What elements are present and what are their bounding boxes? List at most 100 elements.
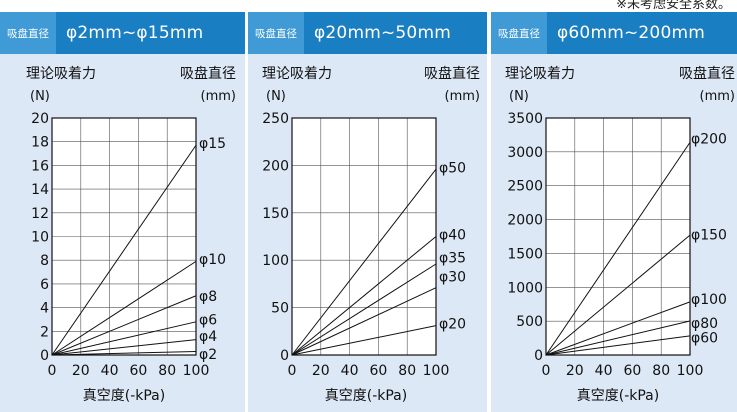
y-tick-label: 0 xyxy=(280,348,289,364)
chart-panel-2: 吸盘直径 φ20mm~50mm 理论吸着力 (N) 吸盘直径 (mm) 真空度(… xyxy=(248,12,487,412)
series-label: φ40 xyxy=(439,228,466,244)
y-tick-label: 18 xyxy=(31,135,49,151)
series-line xyxy=(51,144,197,356)
series-line xyxy=(545,234,691,356)
x-tick-label: 20 xyxy=(312,363,330,379)
series-line xyxy=(545,335,691,356)
diameter-axis-unit: (mm) xyxy=(700,89,735,104)
series-line xyxy=(291,287,437,356)
y-tick-label: 4 xyxy=(40,301,49,317)
series-line xyxy=(291,263,437,356)
y-tick-label: 2000 xyxy=(507,213,543,229)
series-label: φ80 xyxy=(691,316,718,332)
plot-border xyxy=(51,117,197,356)
x-tick-label: 80 xyxy=(652,363,670,379)
diameter-tag: 吸盘直径 xyxy=(0,12,56,54)
series-label: φ4 xyxy=(199,329,217,345)
y-tick-label: 200 xyxy=(262,158,289,174)
x-axis-title: 真空度(-kPa) xyxy=(577,388,659,404)
series-label: φ30 xyxy=(439,269,466,285)
x-tick-label: 20 xyxy=(566,363,584,379)
series-line xyxy=(51,295,197,356)
x-axis-title: 真空度(-kPa) xyxy=(325,388,407,404)
diameter-tag: 吸盘直径 xyxy=(491,12,547,54)
x-tick-label: 40 xyxy=(595,363,613,379)
diameter-axis-unit: (mm) xyxy=(445,89,480,104)
y-tick-label: 2500 xyxy=(507,179,543,195)
series-label: φ60 xyxy=(691,330,718,346)
x-tick-label: 100 xyxy=(183,363,210,379)
y-tick-label: 6 xyxy=(40,277,49,293)
y-tick-label: 50 xyxy=(271,301,289,317)
series-line xyxy=(51,321,197,356)
y-axis-title: 理论吸着力 xyxy=(262,66,332,82)
y-axis-unit: (N) xyxy=(30,89,50,104)
x-tick-label: 0 xyxy=(288,363,297,379)
y-tick-label: 12 xyxy=(31,206,49,222)
diameter-axis-title: 吸盘直径 xyxy=(424,65,480,82)
y-tick-label: 1000 xyxy=(507,280,543,296)
series-label: φ50 xyxy=(439,160,466,176)
series-label: φ150 xyxy=(691,227,727,243)
diameter-range: φ60mm~200mm xyxy=(557,23,705,43)
series-label: φ20 xyxy=(439,317,466,333)
series-line xyxy=(291,325,437,356)
y-tick-label: 500 xyxy=(516,314,543,330)
x-tick-label: 100 xyxy=(423,363,450,379)
diameter-range: φ20mm~50mm xyxy=(314,23,451,43)
series-line xyxy=(291,168,437,356)
series-label: φ2 xyxy=(199,347,217,363)
force-chart-2: 理论吸着力 (N) 吸盘直径 (mm) 真空度(-kPa) 0 20 40 60 80 1… xyxy=(262,65,480,404)
y-tick-label: 10 xyxy=(31,230,49,246)
x-tick-label: 60 xyxy=(623,363,641,379)
series-line xyxy=(51,339,197,356)
series-label: φ8 xyxy=(199,289,217,305)
diameter-axis-title: 吸盘直径 xyxy=(180,65,236,82)
series-line xyxy=(291,236,437,356)
y-tick-label: 16 xyxy=(31,158,49,174)
x-axis-title: 真空度(-kPa) xyxy=(83,388,165,404)
series-label: φ200 xyxy=(691,131,727,147)
y-tick-label: 100 xyxy=(262,253,289,269)
series-label: φ6 xyxy=(199,312,217,328)
y-tick-label: 14 xyxy=(31,182,49,198)
y-tick-label: 8 xyxy=(40,253,49,269)
series-label: φ10 xyxy=(199,252,226,268)
series-label: φ15 xyxy=(199,136,226,152)
plot-area xyxy=(546,118,690,355)
series-line xyxy=(545,301,691,356)
force-chart-1: 理论吸着力 (N) 吸盘直径 (mm) 真空度(-kPa) 0 20 40 60 80 1… xyxy=(26,65,236,404)
safety-note: ※未考虑安全系数。 xyxy=(616,0,731,12)
y-tick-label: 3000 xyxy=(507,145,543,161)
x-tick-label: 40 xyxy=(341,363,359,379)
x-tick-label: 20 xyxy=(72,363,90,379)
panel-header: 吸盘直径 φ60mm~200mm xyxy=(491,12,737,54)
x-tick-label: 60 xyxy=(129,363,147,379)
diameter-range: φ2mm~φ15mm xyxy=(66,23,204,43)
series-line xyxy=(545,320,691,356)
series-line xyxy=(51,260,197,356)
force-chart-3: 理论吸着力 (N) 吸盘直径 (mm) 真空度(-kPa) 0 20 40 60 80 1… xyxy=(505,65,735,404)
series-line xyxy=(545,142,691,356)
plot-border xyxy=(545,117,691,356)
y-axis-unit: (N) xyxy=(266,89,286,104)
diameter-axis-unit: (mm) xyxy=(201,89,236,104)
plot-area xyxy=(292,118,436,355)
y-tick-label: 150 xyxy=(262,206,289,222)
series-line xyxy=(51,350,197,356)
series-label: φ100 xyxy=(691,292,727,308)
panel-header: 吸盘直径 φ20mm~50mm xyxy=(248,12,487,54)
diameter-axis-title: 吸盘直径 xyxy=(679,65,735,82)
x-tick-label: 0 xyxy=(542,363,551,379)
x-tick-label: 60 xyxy=(369,363,387,379)
x-tick-label: 0 xyxy=(48,363,57,379)
y-tick-label: 0 xyxy=(534,348,543,364)
panel-header: 吸盘直径 φ2mm~φ15mm xyxy=(0,12,245,54)
chart-panel-1: 吸盘直径 φ2mm~φ15mm 理论吸着力 (N) 吸盘直径 (mm) 真空度(… xyxy=(0,12,245,412)
series-label: φ35 xyxy=(439,250,466,266)
x-tick-label: 40 xyxy=(101,363,119,379)
y-axis-unit: (N) xyxy=(509,89,529,104)
y-axis-title: 理论吸着力 xyxy=(505,66,575,82)
diameter-tag: 吸盘直径 xyxy=(248,12,304,54)
y-axis-title: 理论吸着力 xyxy=(26,66,96,82)
